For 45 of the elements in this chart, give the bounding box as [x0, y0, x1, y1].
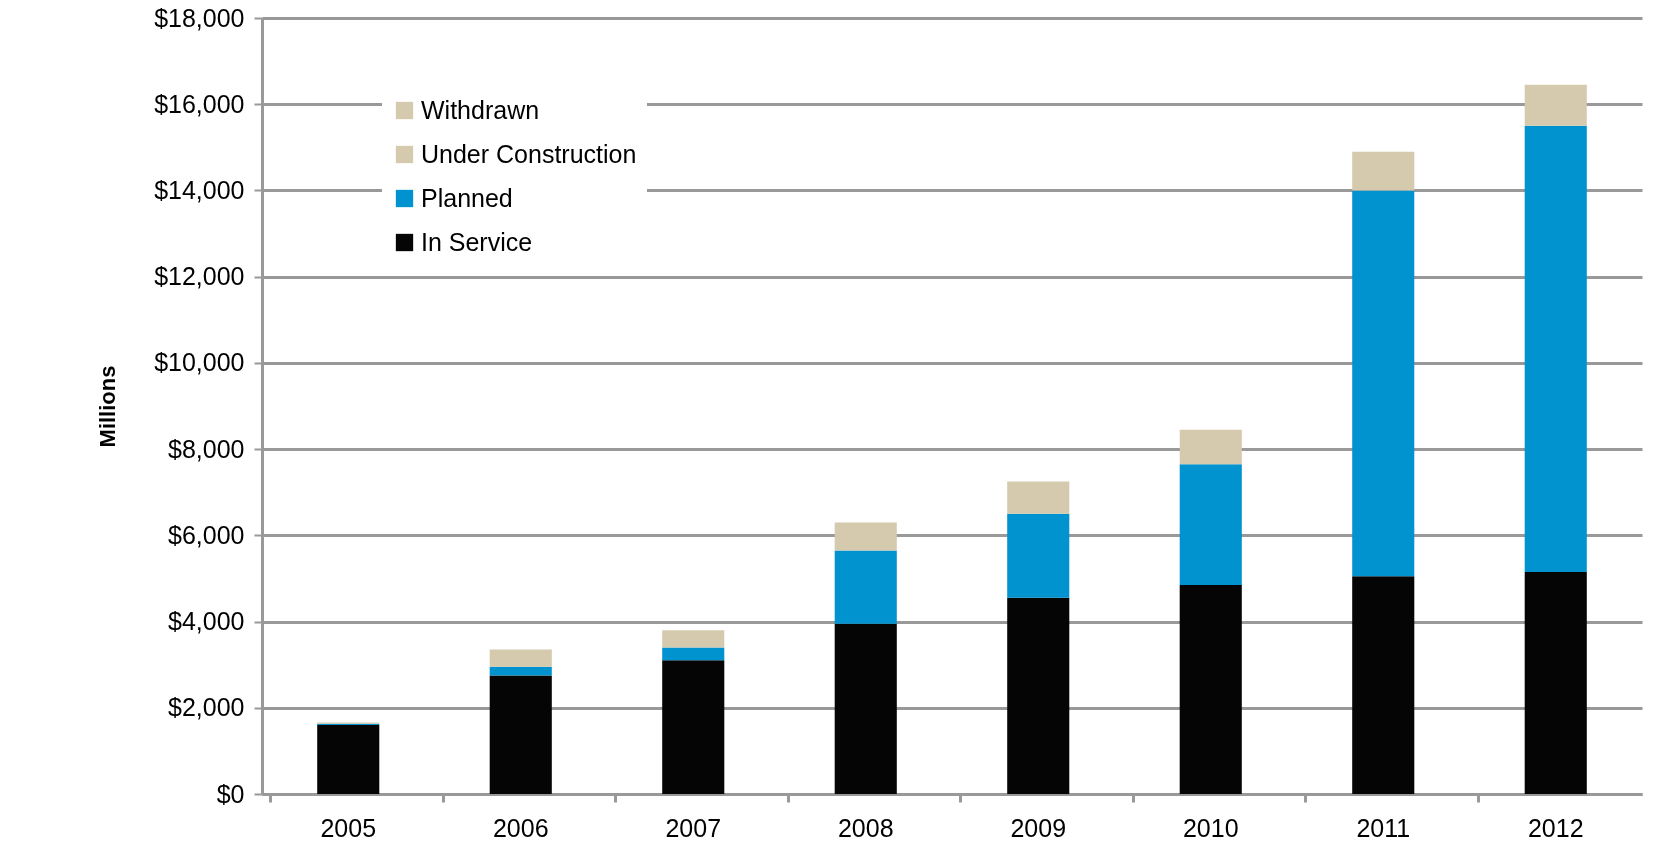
bar — [1524, 571, 1587, 794]
bar — [662, 630, 725, 648]
x-tick-label: 2010 — [1182, 813, 1239, 842]
bar — [834, 623, 897, 794]
y-tick-label: $4,000 — [168, 607, 245, 636]
y-tick-label: $0 — [216, 779, 245, 808]
x-tick-label: 2011 — [1356, 813, 1411, 842]
bar — [489, 649, 552, 667]
y-tick-label: $10,000 — [154, 348, 245, 377]
bar — [1352, 576, 1415, 794]
y-tick-label: $2,000 — [168, 693, 245, 722]
bar — [1179, 584, 1242, 794]
x-tick-label: 2007 — [665, 813, 722, 842]
x-tick-label: 2006 — [492, 813, 549, 842]
y-tick-label: $8,000 — [168, 434, 245, 463]
bar — [834, 522, 897, 551]
bar — [317, 725, 380, 794]
bar — [1007, 481, 1070, 514]
bar — [489, 666, 552, 676]
legend-label: Planned — [421, 183, 513, 212]
bar — [1007, 597, 1070, 794]
bar — [1524, 125, 1587, 572]
bar — [1179, 464, 1242, 585]
y-tick-label: $6,000 — [168, 520, 245, 549]
y-axis-title: Millions — [95, 365, 121, 448]
legend-label: Under Construction — [421, 139, 637, 168]
bar — [1524, 84, 1587, 126]
x-tick-label: 2008 — [837, 813, 894, 842]
bar — [1352, 151, 1415, 191]
y-tick-label: $12,000 — [154, 262, 245, 291]
legend-label: In Service — [421, 227, 533, 256]
bar — [662, 660, 725, 794]
legend-label: Withdrawn — [421, 95, 540, 124]
x-tick-label: 2009 — [1010, 813, 1067, 842]
bar — [489, 675, 552, 794]
bar — [1007, 513, 1070, 598]
bar — [1179, 429, 1242, 465]
y-tick-label: $18,000 — [154, 3, 245, 32]
bar — [834, 550, 897, 624]
x-tick-label: 2005 — [320, 813, 377, 842]
bar — [1352, 190, 1415, 577]
bar — [662, 647, 725, 661]
y-tick-label: $16,000 — [154, 89, 245, 118]
y-tick-label: $14,000 — [154, 175, 245, 204]
x-tick-label: 2012 — [1527, 813, 1584, 842]
